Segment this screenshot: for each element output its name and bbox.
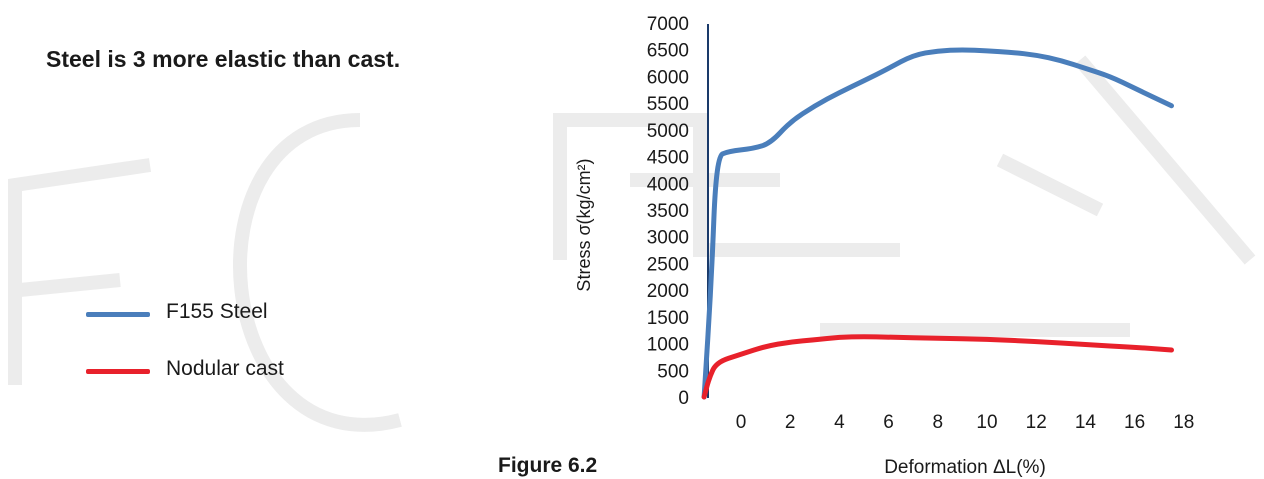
x-tick-label: 8 (933, 412, 944, 433)
series-lines (701, 47, 1174, 400)
y-tick-label: 7000 (647, 14, 689, 35)
y-tick-label: 2000 (647, 281, 689, 302)
x-tick-label: 2 (785, 412, 796, 433)
x-tick-labels: 0 2 4 6 8 10 12 14 16 18 (736, 412, 1195, 433)
x-tick-label: 12 (1026, 412, 1047, 433)
x-tick-label: 10 (976, 412, 997, 433)
series-line-cast (701, 334, 1174, 400)
legend-swatch-steel (86, 312, 150, 317)
x-tick-label: 18 (1173, 412, 1194, 433)
legend-swatch-cast (86, 369, 150, 374)
legend-label-steel: F155 Steel (166, 300, 268, 323)
y-tick-label: 1000 (647, 335, 689, 356)
x-tick-label: 14 (1075, 412, 1097, 433)
y-tick-label: 6500 (647, 41, 689, 62)
y-tick-label: 5500 (647, 94, 689, 115)
y-tick-label: 3000 (647, 228, 689, 249)
legend-label-cast: Nodular cast (166, 357, 284, 380)
y-tick-label: 500 (657, 361, 689, 382)
y-tick-label: 4500 (647, 148, 689, 169)
x-tick-label: 6 (883, 412, 894, 433)
series-line-steel (701, 47, 1174, 400)
y-tick-label: 1500 (647, 308, 689, 329)
y-axis-label: Stress σ(kg/cm²) (574, 158, 594, 291)
x-tick-label: 0 (736, 412, 747, 433)
y-tick-label: 3500 (647, 201, 689, 222)
x-tick-label: 16 (1124, 412, 1145, 433)
y-tick-labels: 0 500 1000 1500 2000 2500 3000 3500 4000 4500 5000… (647, 14, 689, 409)
x-tick-label: 4 (834, 412, 845, 433)
y-tick-label: 6000 (647, 67, 689, 88)
figure-caption: Figure 6.2 (498, 454, 598, 477)
y-tick-label: 2500 (647, 254, 689, 275)
headline: Steel is 3 more elastic than cast. (46, 46, 401, 72)
y-tick-label: 0 (678, 388, 689, 409)
y-tick-label: 4000 (647, 174, 689, 195)
y-tick-label: 5000 (647, 121, 689, 142)
x-axis-label: Deformation ΔL(%) (884, 457, 1046, 478)
